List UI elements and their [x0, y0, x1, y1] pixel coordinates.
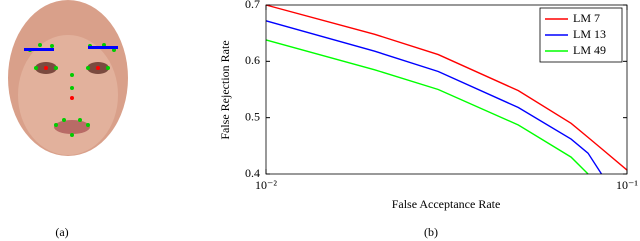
x-axis-label: False Acceptance Rate — [392, 197, 501, 211]
line — [265, 39, 589, 175]
legend-label: LM 49 — [573, 43, 606, 57]
y-tick-label: 0.5 — [245, 109, 260, 123]
face-image — [8, 0, 128, 156]
legend-label: LM 13 — [573, 27, 606, 41]
caption: (b) — [424, 225, 438, 239]
y-axis-label: False Rejection Rate — [218, 40, 232, 139]
plot-frame — [265, 4, 628, 175]
legend-label: LM 7 — [573, 11, 600, 25]
line — [265, 4, 628, 171]
y-tick-label: 0.6 — [245, 53, 260, 67]
y-tick-label: 0.7 — [245, 0, 260, 11]
line — [265, 20, 603, 175]
x-tick-label: 10⁻² — [255, 178, 277, 192]
caption: (a) — [55, 225, 68, 239]
x-tick-label: 10⁻¹ — [616, 178, 638, 192]
y-tick-label: 0.4 — [245, 166, 260, 180]
